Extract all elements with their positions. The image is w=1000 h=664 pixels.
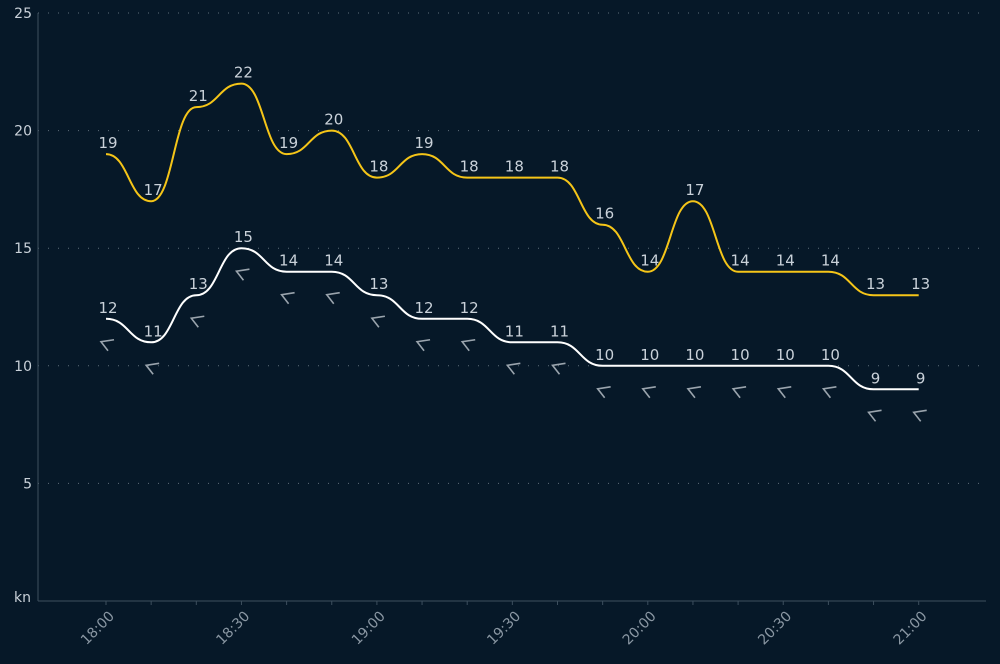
series-lines (105, 82, 919, 391)
wind-direction-arrow (551, 362, 566, 375)
wind-data-label: 9 (871, 369, 881, 387)
wind-data-label: 9 (916, 369, 926, 387)
wind-direction-arrows (99, 268, 927, 422)
gust-data-label: 13 (911, 275, 930, 293)
wind-direction-arrow (912, 409, 927, 422)
grid-lines (38, 12, 986, 484)
wind-direction-arrow (821, 386, 837, 399)
x-tick-label: 18:30 (213, 609, 253, 649)
gust-data-label: 18 (505, 158, 524, 176)
wind-data-label: 11 (144, 322, 163, 340)
y-tick-label: 25 (14, 6, 32, 22)
y-tick-label: 5 (23, 476, 32, 492)
x-tick-label: 21:00 (891, 609, 931, 649)
wind-data-label: 12 (98, 299, 117, 317)
wind-line (105, 247, 919, 391)
wind-direction-arrow (234, 268, 250, 281)
data-labels: 19 17 21 22 19 20 18 19 18 18 18 16 14 17 14 14 14 13 13 12… (98, 64, 930, 388)
wind-data-label: 12 (460, 299, 479, 317)
wind-direction-arrow (144, 362, 160, 375)
y-tick-label: 20 (14, 124, 32, 140)
wind-direction-arrow (99, 338, 115, 352)
gust-data-label: 14 (731, 252, 750, 270)
wind-direction-arrow (596, 386, 611, 399)
gust-data-label: 22 (234, 64, 253, 82)
x-tick-label: 18:00 (78, 609, 118, 649)
gust-data-label: 14 (776, 252, 795, 270)
wind-direction-arrow (370, 315, 386, 328)
wind-direction-arrow (731, 386, 747, 399)
x-tick-label: 19:30 (484, 609, 524, 649)
gust-data-label: 19 (415, 134, 434, 152)
wind-direction-arrow (641, 386, 656, 399)
gust-data-label: 17 (685, 181, 704, 199)
wind-data-label: 10 (685, 346, 704, 364)
y-axis-ticks: 5 10 15 20 25 (14, 6, 32, 492)
wind-direction-arrow (325, 291, 340, 305)
wind-data-label: 15 (234, 228, 253, 246)
wind-data-label: 10 (821, 346, 840, 364)
x-tick-label: 20:30 (755, 609, 795, 649)
wind-data-label: 10 (776, 346, 795, 364)
wind-direction-arrow (415, 338, 431, 352)
gust-data-label: 18 (460, 158, 479, 176)
gust-data-label: 13 (866, 275, 885, 293)
gust-data-label: 18 (369, 158, 388, 176)
wind-data-label: 14 (279, 252, 298, 270)
gust-data-label: 16 (595, 205, 614, 223)
wind-data-label: 10 (595, 346, 614, 364)
gust-data-label: 19 (98, 134, 117, 152)
wind-direction-arrow (686, 386, 702, 399)
gust-data-label: 19 (279, 134, 298, 152)
wind-data-label: 14 (324, 252, 343, 270)
wind-data-label: 10 (640, 346, 659, 364)
wind-direction-arrow (505, 362, 521, 375)
y-tick-label: 10 (14, 359, 32, 375)
wind-data-label: 11 (550, 322, 569, 340)
wind-data-label: 11 (505, 322, 524, 340)
gust-line (105, 82, 919, 297)
gust-data-label: 14 (821, 252, 840, 270)
gust-data-label: 20 (324, 111, 343, 129)
gust-data-label: 21 (189, 87, 208, 105)
x-tick-label: 19:00 (349, 609, 389, 649)
wind-data-label: 12 (415, 299, 434, 317)
wind-direction-arrow (189, 315, 205, 328)
y-unit-label: kn (14, 590, 31, 606)
gust-data-label: 14 (640, 252, 659, 270)
wind-direction-arrow (280, 291, 295, 305)
gust-data-label: 18 (550, 158, 569, 176)
gust-data-label: 17 (144, 181, 163, 199)
wind-direction-arrow (867, 409, 882, 422)
x-tick-label: 20:00 (620, 609, 660, 649)
wind-direction-arrow (460, 338, 476, 352)
y-tick-label: 15 (14, 241, 32, 257)
x-axis-ticks: 18:00 18:30 19:00 19:30 20:00 20:30 21:00 (78, 601, 931, 648)
wind-direction-arrow (776, 386, 792, 399)
wind-data-label: 13 (189, 275, 208, 293)
wind-data-label: 10 (731, 346, 750, 364)
wind-data-label: 13 (369, 275, 388, 293)
